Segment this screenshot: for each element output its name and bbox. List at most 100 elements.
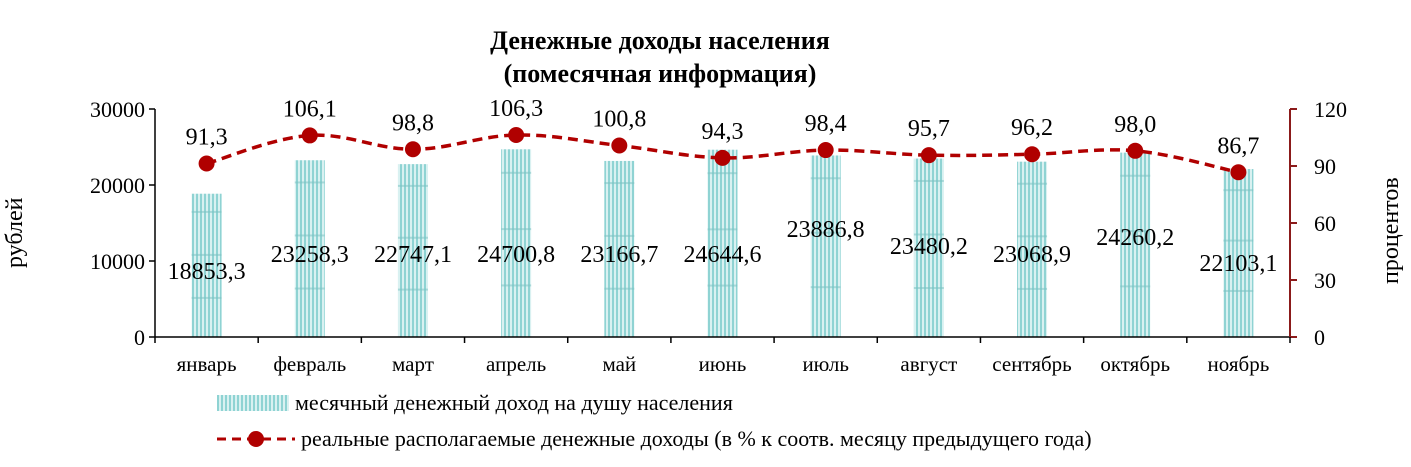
bar-band (1223, 289, 1254, 292)
line-value-label: 98,4 (805, 111, 847, 137)
y-tick-label-right: 60 (1314, 211, 1336, 236)
bar-band (913, 287, 944, 290)
bar (1120, 152, 1151, 337)
bar-band (913, 233, 944, 236)
bar (604, 160, 635, 337)
legend: месячный денежный доход на душу населени… (217, 385, 1092, 457)
bar-band (810, 177, 841, 180)
bar-band (294, 287, 325, 290)
legend-item-line: реальные располагаемые денежные доходы (… (217, 421, 1092, 457)
bar-band (191, 253, 222, 256)
line-point (611, 137, 628, 154)
bar-value-label: 18853,3 (168, 259, 246, 285)
chart-title: Денежные доходы населения (490, 26, 830, 55)
line-point (301, 127, 318, 144)
legend-bar-swatch (217, 395, 289, 411)
bar-value-label: 23258,3 (271, 242, 349, 268)
bar-value-label: 24644,6 (684, 242, 762, 268)
bar-value-label: 23480,2 (890, 234, 968, 260)
bar-band (810, 286, 841, 289)
bar-band (1223, 239, 1254, 242)
line-point (1127, 142, 1144, 159)
y-tick-label-right: 30 (1314, 268, 1336, 293)
bar (913, 158, 944, 337)
line-value-label: 86,7 (1217, 133, 1259, 159)
bar-band (1017, 182, 1048, 185)
line-point (404, 141, 421, 158)
bar-band (1017, 235, 1048, 238)
x-tick-label: апрель (486, 352, 546, 376)
bar-value-label: 24260,2 (1096, 225, 1174, 251)
bar-band (191, 210, 222, 213)
y-tick-label-left: 0 (134, 325, 145, 350)
bar-value-label: 23166,7 (580, 242, 658, 268)
line-value-label: 96,2 (1011, 115, 1053, 141)
legend-line-swatch (217, 431, 295, 447)
line-value-label: 106,3 (489, 96, 543, 122)
bar (1223, 169, 1254, 337)
y-tick-label-right: 90 (1314, 154, 1336, 179)
line-value-label: 91,3 (186, 125, 228, 151)
bar-band (294, 181, 325, 184)
bar (707, 149, 738, 337)
bar-band (294, 234, 325, 237)
x-tick-label: август (900, 352, 957, 376)
chart-subtitle: (помесячная информация) (503, 59, 817, 88)
bar-band (707, 284, 738, 287)
x-tick-label: июль (802, 352, 848, 376)
x-tick-label: октябрь (1100, 352, 1170, 376)
bar-band (604, 287, 635, 290)
line-value-label: 95,7 (908, 116, 950, 142)
line-value-label: 98,8 (392, 110, 434, 136)
x-tick-label: март (392, 352, 434, 376)
y-tick-label-left: 30000 (90, 97, 145, 122)
bar-band (501, 228, 532, 231)
y-tick-label-left: 10000 (90, 249, 145, 274)
bar-band (397, 288, 428, 291)
line-point (714, 149, 731, 166)
bar-band (707, 172, 738, 175)
bar-band (604, 234, 635, 237)
x-tick-label: май (602, 352, 636, 376)
line-value-label: 98,0 (1114, 112, 1156, 138)
bar-band (1120, 174, 1151, 177)
line-point (817, 142, 834, 159)
bar-band (397, 184, 428, 187)
line-point (198, 155, 215, 172)
bar (294, 160, 325, 337)
bar-value-label: 23068,9 (993, 242, 1071, 268)
y-tick-label-right: 0 (1314, 325, 1325, 350)
bar (191, 193, 222, 337)
line-point (1024, 146, 1041, 163)
line-series (206, 133, 1239, 174)
bar-band (501, 284, 532, 287)
bar-band (501, 171, 532, 174)
bar-band (1017, 287, 1048, 290)
line-value-label: 94,3 (702, 119, 744, 145)
legend-item-bars: месячный денежный доход на душу населени… (217, 385, 1092, 421)
bar-band (810, 231, 841, 234)
bar-band (1120, 230, 1151, 233)
bar-band (707, 228, 738, 231)
y-tick-label-left: 20000 (90, 173, 145, 198)
line-point (1230, 164, 1247, 181)
bar-value-label: 24700,8 (477, 242, 555, 268)
line-point (920, 147, 937, 164)
bar-band (397, 236, 428, 239)
bar-band (191, 296, 222, 299)
line-point (508, 127, 525, 144)
bar (397, 164, 428, 337)
chart-title-block: Денежные доходы населения (помесячная ин… (340, 24, 980, 90)
legend-label-line: реальные располагаемые денежные доходы (… (301, 426, 1092, 451)
x-tick-label: ноябрь (1208, 352, 1270, 376)
x-tick-label: сентябрь (992, 352, 1071, 376)
bar (810, 155, 841, 337)
y-tick-label-right: 120 (1314, 97, 1347, 122)
legend-label-bars: месячный денежный доход на душу населени… (295, 390, 733, 415)
x-tick-label: июнь (699, 352, 747, 376)
bar-value-label: 22747,1 (374, 242, 452, 268)
x-tick-label: январь (177, 352, 237, 376)
bar-band (913, 179, 944, 182)
bar (1017, 161, 1048, 337)
